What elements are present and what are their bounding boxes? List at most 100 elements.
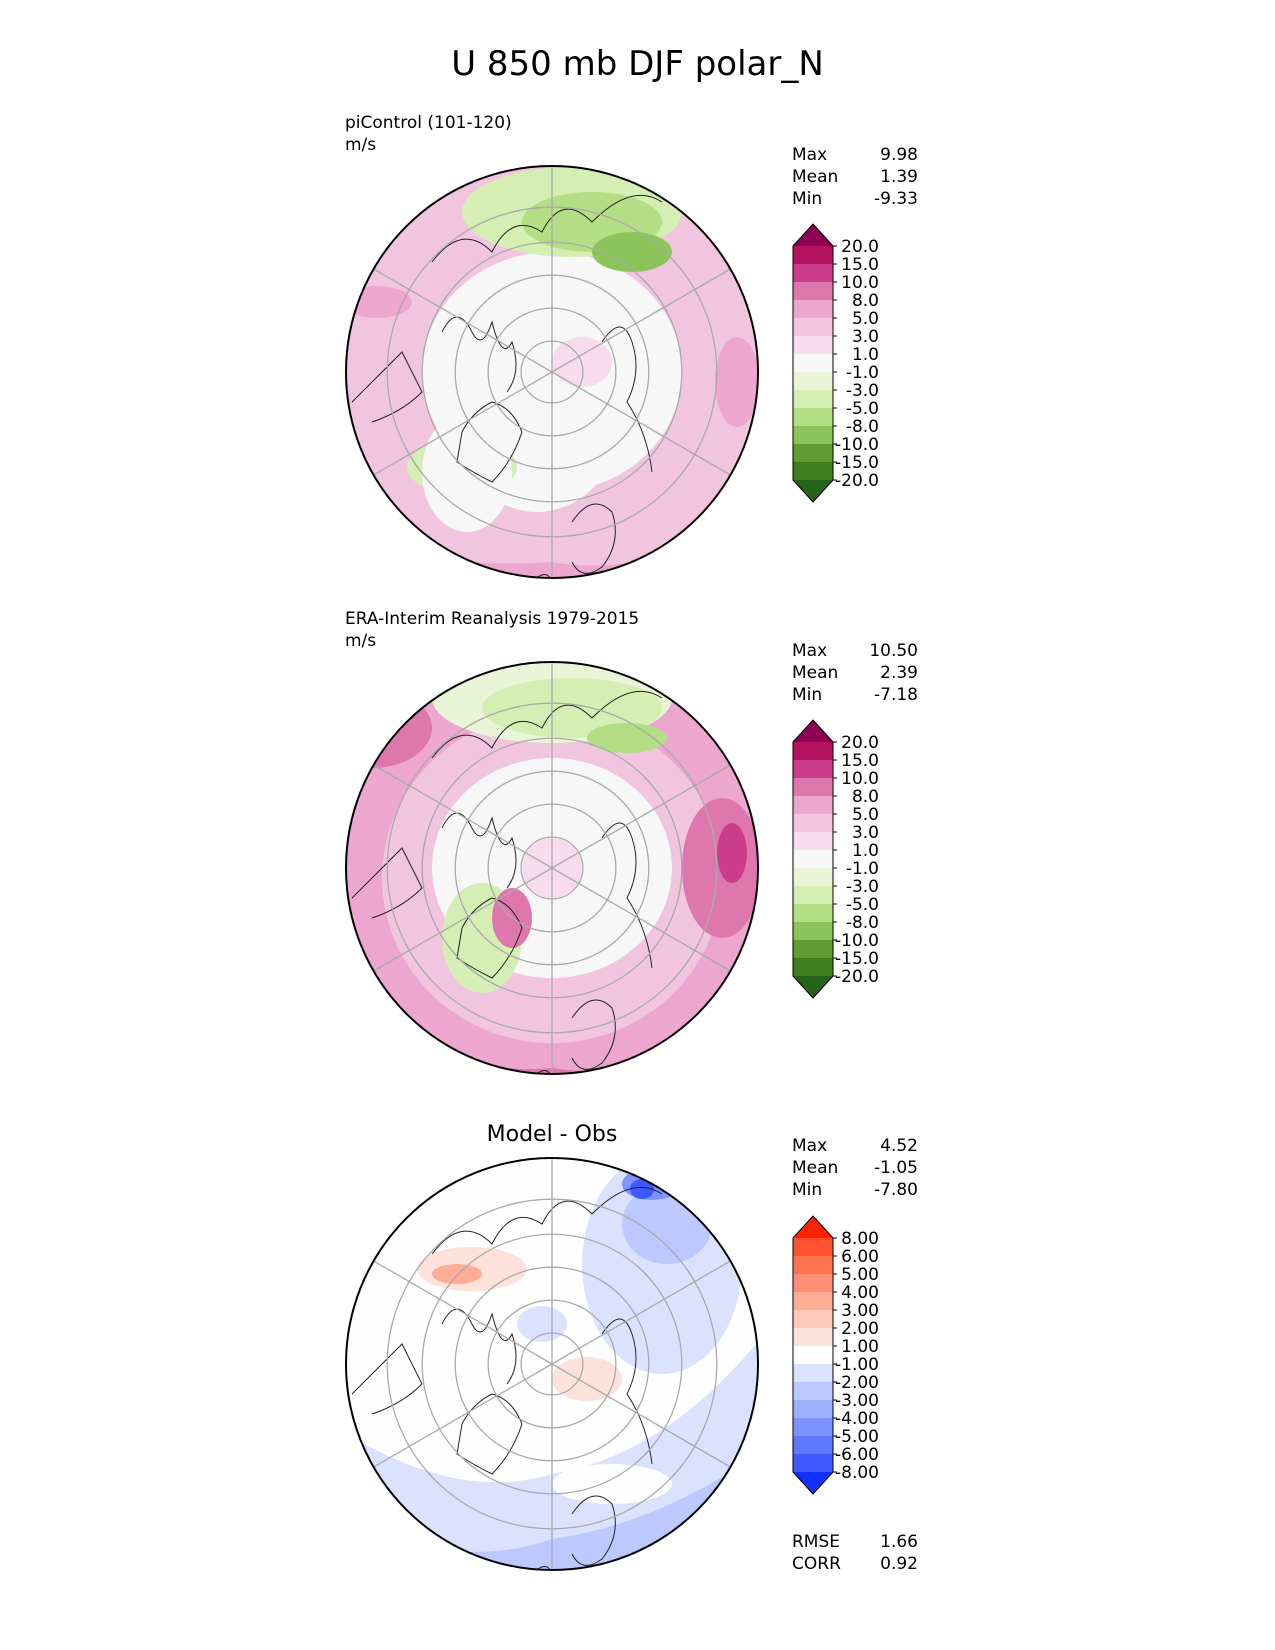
colorbar-tick-label: 10.0 — [841, 273, 879, 293]
meridian-line — [551, 1347, 580, 1365]
colorbar-segment — [793, 1364, 833, 1383]
meridian-line — [578, 268, 731, 358]
coastlines — [351, 690, 663, 1074]
panel-3-stats: Max 4.52 Mean -1.05 Min -7.80 — [792, 1135, 918, 1201]
contour-fill — [346, 688, 432, 768]
coastline — [601, 1318, 653, 1465]
contour-fill — [715, 337, 758, 427]
metric-label: RMSE — [792, 1532, 841, 1552]
meridian-line — [373, 764, 526, 854]
colorbar-segment — [793, 444, 833, 463]
coastline — [431, 194, 663, 263]
meridian-line — [524, 867, 553, 885]
stat-value: 4.52 — [880, 1136, 918, 1156]
colorbar-extend-min — [793, 976, 833, 998]
stat-value: 9.98 — [880, 145, 918, 165]
colorbar-segment — [793, 1400, 833, 1419]
colorbar-tick-label: 1.00 — [841, 1337, 879, 1357]
metric-label: CORR — [792, 1554, 841, 1574]
colorbar-segment — [793, 832, 833, 851]
coastline — [571, 1495, 616, 1566]
colorbar-segment — [793, 796, 833, 815]
colorbar-segment — [793, 426, 833, 445]
panel-3-metrics: RMSE 1.66 CORR 0.92 — [792, 1531, 918, 1575]
meridian-line — [551, 1363, 580, 1381]
colorbar-tick-label: -1.0 — [846, 363, 879, 383]
colorbar-tick-label: 8.0 — [852, 787, 879, 807]
colorbar-segment — [793, 940, 833, 959]
meridian-line — [578, 386, 731, 476]
colorbar-segment — [793, 336, 833, 355]
colorbar-tick-label: 3.00 — [841, 1301, 879, 1321]
meridian-line — [524, 1363, 553, 1381]
stat-value: -1.05 — [874, 1158, 918, 1178]
coastline — [351, 1343, 423, 1415]
stat-label: Min — [792, 1180, 823, 1200]
metric-value: 0.92 — [880, 1554, 918, 1574]
colorbar-segment — [793, 922, 833, 941]
metric-value: 1.66 — [880, 1532, 918, 1552]
colorbar-tick-label: -1.0 — [846, 859, 879, 879]
coastline — [351, 351, 423, 423]
map-boundary — [345, 1157, 759, 1571]
stat-label: Min — [792, 685, 823, 705]
colorbar-tick-label: 8.00 — [841, 1229, 879, 1249]
coastline — [431, 1186, 663, 1255]
map-boundary — [345, 165, 759, 579]
colorbar-segment — [793, 1454, 833, 1473]
colorbar-tick-label: -15.0 — [835, 949, 879, 969]
colorbar-segment — [793, 1310, 833, 1329]
colorbar-segment — [793, 300, 833, 319]
colorbar-extend-max — [793, 720, 833, 742]
colorbar-tick-label: 8.0 — [852, 291, 879, 311]
colorbar-tick-label: -3.0 — [846, 381, 879, 401]
colorbar-segment — [793, 1256, 833, 1275]
colorbar-extend-min — [793, 1472, 833, 1494]
meridian-line — [373, 882, 526, 972]
coastline — [531, 1070, 554, 1074]
colorbar-tick-label: -3.0 — [846, 877, 879, 897]
meridian-line — [578, 882, 731, 972]
colorbar-tick-label: -20.0 — [835, 967, 879, 987]
panel-2-map — [345, 661, 759, 1075]
colorbar-tick-label: 3.0 — [852, 327, 879, 347]
colorbar-segment — [793, 760, 833, 779]
coastline — [571, 503, 616, 574]
stat-value: 2.39 — [880, 663, 918, 683]
meridian-line — [551, 867, 580, 885]
colorbar-tick-label: 6.00 — [841, 1247, 879, 1267]
colorbar-tick-label: 2.00 — [841, 1319, 879, 1339]
colorbar-tick-label: 20.0 — [841, 733, 879, 753]
meridian-line — [578, 764, 731, 854]
colorbar-segment — [793, 246, 833, 265]
panel-1-map — [345, 165, 759, 579]
coastline — [456, 897, 523, 979]
colorbar-tick-label: -5.0 — [846, 895, 879, 915]
colorbar-segment — [793, 778, 833, 797]
colorbar-segment — [793, 814, 833, 833]
coastline — [531, 574, 554, 578]
colorbar-segment — [793, 390, 833, 409]
coastlines — [351, 1186, 663, 1570]
meridian-line — [551, 851, 580, 869]
panel-1-title: piControl (101-120) — [345, 113, 512, 133]
colorbar-segment — [793, 282, 833, 301]
contour-fill — [630, 1179, 654, 1199]
colorbar-tick-label: -4.00 — [835, 1409, 879, 1429]
coastline — [456, 401, 523, 483]
colorbar-segment — [793, 886, 833, 905]
stat-label: Min — [792, 189, 823, 209]
colorbar-tick-label: 15.0 — [841, 751, 879, 771]
stat-label: Mean — [792, 663, 839, 683]
panel-2-title: ERA-Interim Reanalysis 1979-2015 — [345, 609, 640, 629]
colorbar-tick-label: -8.00 — [835, 1463, 879, 1483]
colorbar-segment — [793, 264, 833, 283]
stat-value: 1.39 — [880, 167, 918, 187]
colorbar-tick-label: -8.0 — [846, 913, 879, 933]
colorbar-tick-label: -6.00 — [835, 1445, 879, 1465]
colorbar-extend-max — [793, 1216, 833, 1238]
colorbar-tick-label: -15.0 — [835, 453, 879, 473]
colorbar-tick-label: -2.00 — [835, 1373, 879, 1393]
colorbar-tick-label: -1.00 — [835, 1355, 879, 1375]
stat-value: -7.18 — [874, 685, 918, 705]
